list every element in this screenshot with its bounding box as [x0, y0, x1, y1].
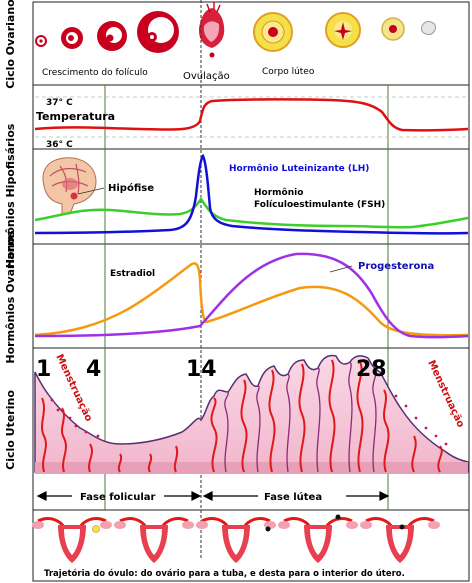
day-14-label: 14 — [186, 357, 217, 382]
corpus-luteum-regressing-icon — [381, 17, 405, 41]
temperature-curve — [34, 98, 469, 132]
basal-layer — [35, 462, 468, 474]
pituitary-label: Hipófise — [108, 182, 154, 194]
row-title-hypophyseal: Hormônios Hipofisários — [4, 123, 17, 268]
day-28-label: 28 — [356, 357, 387, 382]
lh-label: Hormônio Luteinizante (LH) — [229, 163, 369, 174]
corpus-luteum-large-icon — [253, 12, 293, 52]
endometrium — [34, 354, 469, 474]
fsh-curve — [34, 196, 469, 229]
ovum-path-panel — [32, 509, 470, 582]
ovum-path-caption: Trajetória do óvulo: do ovário para a tu… — [44, 568, 405, 579]
uterine-glands — [224, 361, 377, 473]
corpus-albicans-icon — [421, 21, 436, 35]
temp-36-label: 36° C — [46, 140, 73, 150]
menstruation-label-right: Menstruação — [425, 359, 466, 430]
fsh-label-line2: Folículoestimulante (FSH) — [254, 200, 385, 210]
luteal-phase-label: Fase lútea — [264, 491, 322, 503]
pituitary-gland-icon — [70, 192, 78, 200]
temperature-label: Temperatura — [36, 110, 115, 123]
panel-frames — [32, 1, 470, 582]
row-title-ovarian-cycle: Ciclo Ovariano — [4, 0, 17, 89]
corpus-luteum-medium-icon — [325, 12, 361, 48]
row-title-uterine: Ciclo Uterino — [4, 390, 17, 470]
uterus-stage-2-icon — [114, 517, 194, 563]
lh-curve — [34, 153, 469, 235]
estradiol-label: Estradiol — [110, 269, 155, 279]
uterus-stage-5-icon — [360, 517, 440, 563]
row-title-ovarian-hormones: Hormônios Ovarianos — [4, 230, 17, 364]
estradiol-curve — [34, 262, 469, 337]
uterus-stage-3-icon — [196, 517, 276, 563]
temperature-gridlines — [35, 96, 468, 138]
label-corpus-luteum: Corpo lúteo — [262, 67, 315, 77]
brain-illustration — [42, 157, 105, 215]
follicle-sequence — [35, 2, 436, 58]
secondary-follicle-icon — [97, 21, 127, 51]
temp-37-label: 37° C — [46, 98, 73, 108]
label-follicle-growth: Crescimento do folículo — [42, 68, 148, 78]
uterus-stage-1-icon — [32, 517, 112, 563]
spiral-arteries — [41, 359, 443, 473]
follicular-phase-label: Fase folicular — [80, 492, 156, 503]
row-titles: Ciclo Ovariano Hormônios Hipofisários Ho… — [4, 0, 17, 470]
phase-arrows — [36, 491, 390, 501]
uterus-stage-4-icon — [278, 514, 358, 563]
fsh-label-line1: Hormônio — [254, 187, 303, 198]
progesterone-label: Progesterona — [358, 261, 434, 272]
primordial-follicle-icon — [35, 35, 47, 47]
label-ovulation: Ovulação — [183, 71, 230, 82]
ovum-trajectory — [32, 514, 440, 563]
progesterone-curve — [34, 252, 469, 339]
day-1-label: 1 — [36, 357, 51, 382]
ovulating-follicle-icon — [198, 2, 225, 58]
menstrual-debris — [50, 394, 448, 446]
mature-follicle-icon — [137, 11, 179, 53]
primary-follicle-icon — [61, 27, 83, 49]
day-4-label: 4 — [86, 357, 101, 382]
